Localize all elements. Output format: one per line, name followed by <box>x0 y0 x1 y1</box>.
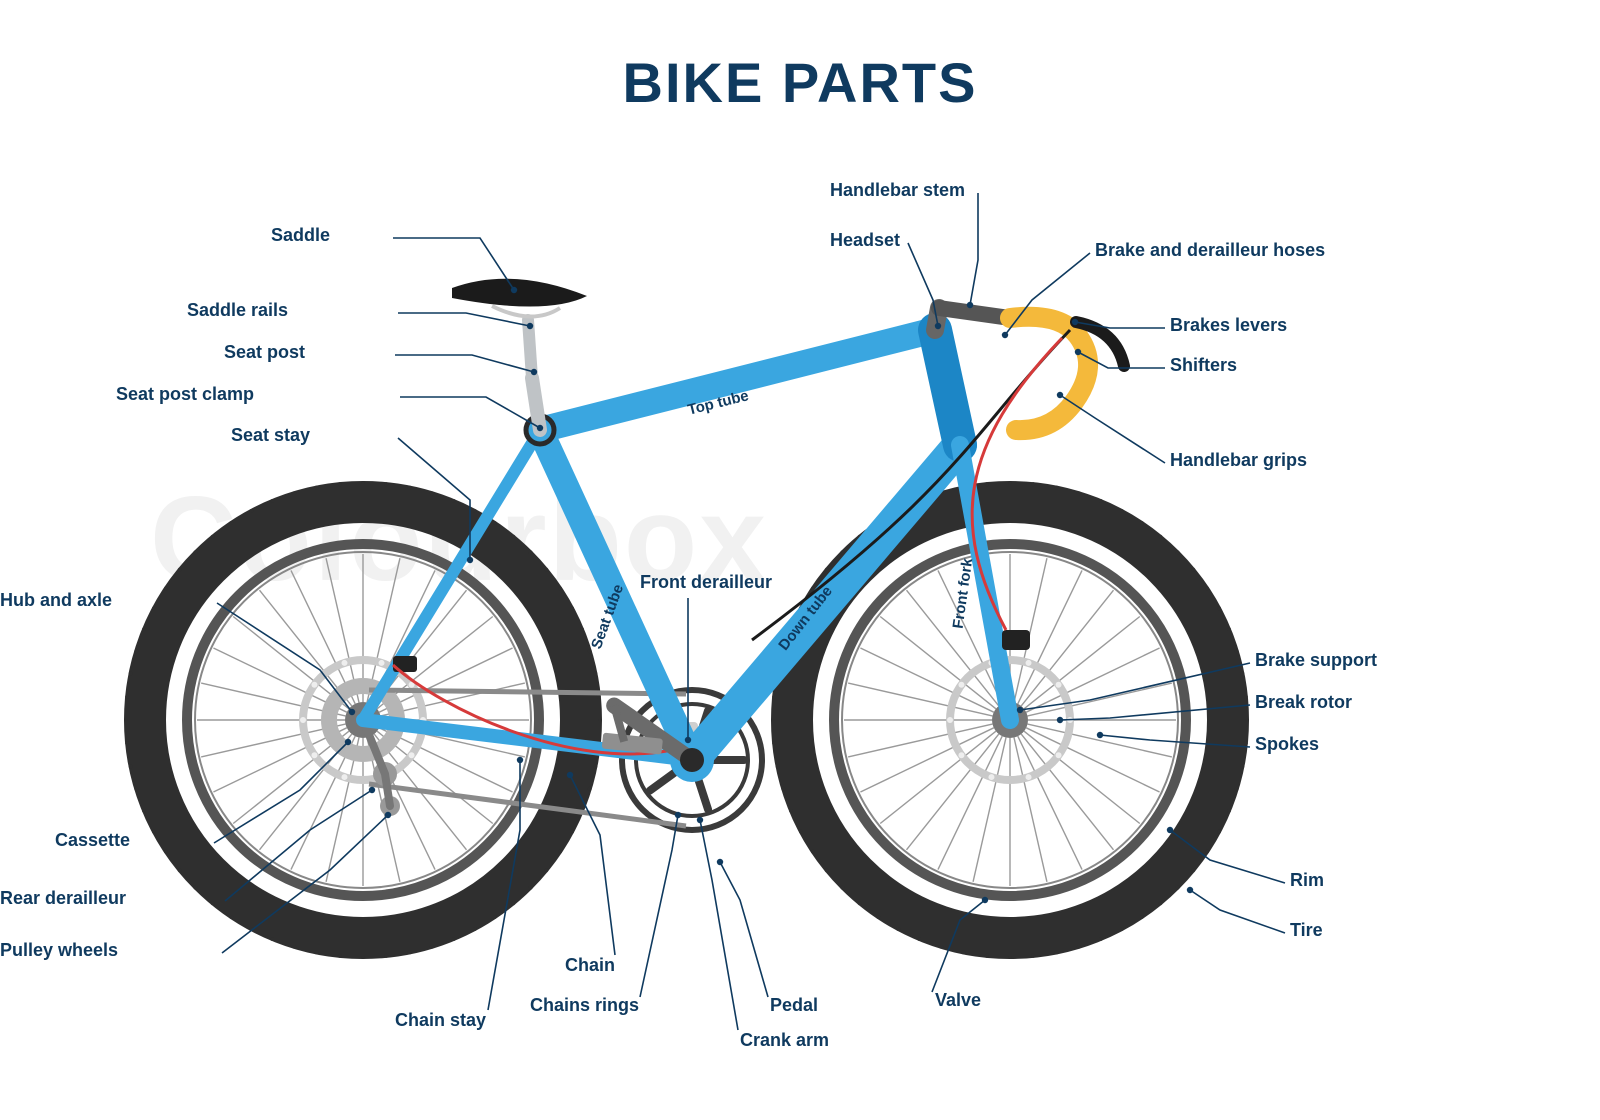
label-brake-hoses: Brake and derailleur hoses <box>1095 240 1325 261</box>
label-saddle-rails: Saddle rails <box>0 300 288 321</box>
label-chains-rings: Chains rings <box>530 995 639 1016</box>
label-break-rotor: Break rotor <box>1255 692 1352 713</box>
label-handlebar-grips: Handlebar grips <box>1170 450 1307 471</box>
label-shifters: Shifters <box>1170 355 1237 376</box>
label-tire: Tire <box>1290 920 1323 941</box>
label-front-derailleur: Front derailleur <box>640 572 772 593</box>
label-headset: Headset <box>830 230 900 251</box>
label-seat-post: Seat post <box>0 342 305 363</box>
label-rear-derailleur: Rear derailleur <box>0 888 85 909</box>
label-seat-post-clamp: Seat post clamp <box>0 384 254 405</box>
label-brakes-levers: Brakes levers <box>1170 315 1287 336</box>
label-crank-arm: Crank arm <box>740 1030 829 1051</box>
label-spokes: Spokes <box>1255 734 1319 755</box>
diagram-stage: Colourbox BIKE PARTS SaddleSaddle railsS… <box>0 0 1600 1120</box>
label-cassette: Cassette <box>0 830 130 851</box>
label-saddle: Saddle <box>0 225 330 246</box>
label-chain-stay: Chain stay <box>395 1010 486 1031</box>
label-rim: Rim <box>1290 870 1324 891</box>
label-pedal: Pedal <box>770 995 818 1016</box>
label-valve: Valve <box>935 990 981 1011</box>
label-seat-stay: Seat stay <box>0 425 310 446</box>
label-brake-support: Brake support <box>1255 650 1377 671</box>
label-handlebar-stem: Handlebar stem <box>830 180 965 201</box>
bike-illustration <box>0 0 1600 1120</box>
label-pulley-wheels: Pulley wheels <box>0 940 95 961</box>
label-hub-axle: Hub and axle <box>0 590 92 611</box>
label-chain: Chain <box>565 955 615 976</box>
